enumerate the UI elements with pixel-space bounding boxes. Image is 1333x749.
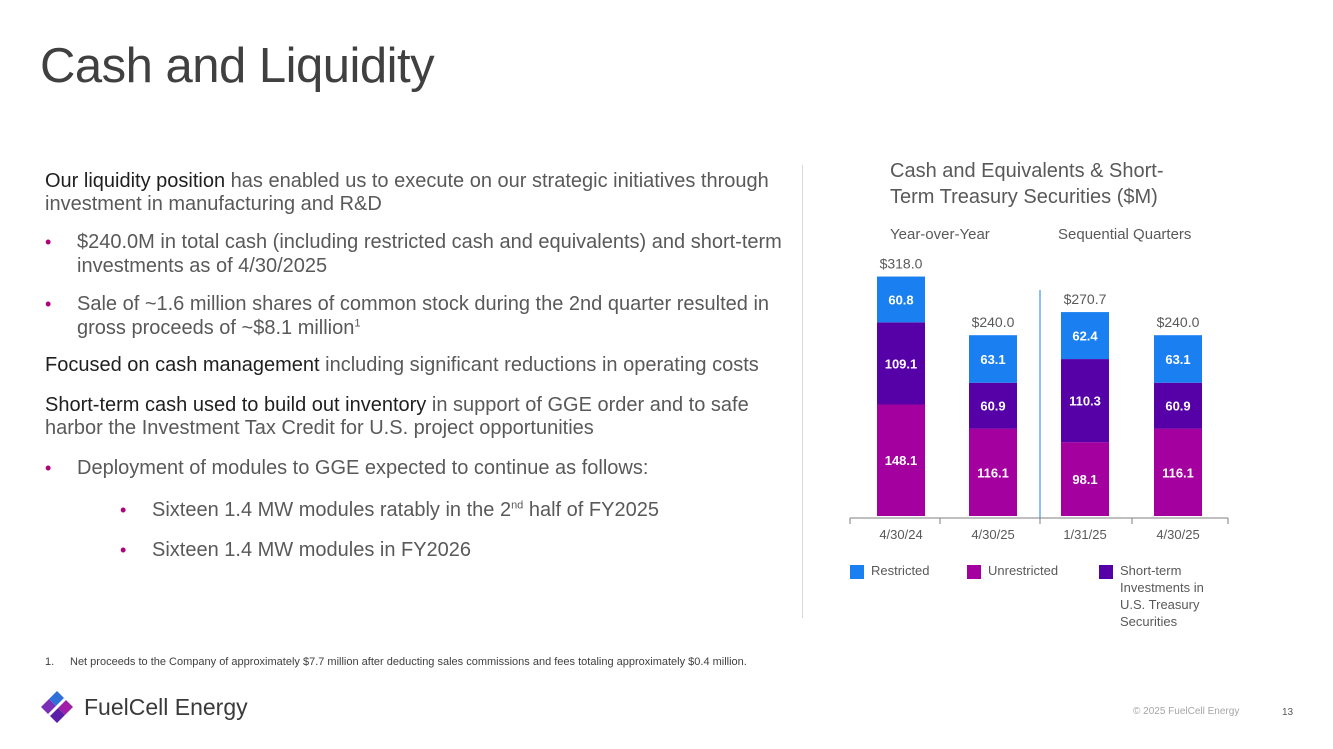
bar-value-label: 60.9 (980, 399, 1005, 414)
legend-label: Investments in (1120, 580, 1204, 595)
chart-title-line1: Cash and Equivalents & Short- (890, 160, 1164, 182)
bar-total-label: $318.0 (880, 256, 923, 272)
bullet-total-cash: $240.0M in total cash (including restric… (45, 230, 785, 278)
legend-swatch (967, 565, 981, 579)
x-tick-label: 4/30/24 (879, 527, 922, 542)
bar-value-label: 63.1 (980, 352, 1005, 367)
company-name: FuelCell Energy (84, 693, 248, 720)
footnote-text: Net proceeds to the Company of approxima… (70, 656, 747, 668)
bar-value-label: 60.9 (1165, 399, 1190, 414)
bar-value-label: 62.4 (1072, 329, 1098, 344)
sub-bullet-text: half of FY2025 (523, 499, 659, 521)
bar-segment (969, 382, 1017, 429)
bullet-stock-sale: Sale of ~1.6 million shares of common st… (45, 292, 785, 340)
bars-group: 148.1 109.1 60.8 $318.0 116.1 60.9 63.1 $240.0 9… (877, 256, 1202, 516)
footnote-number: 1. (45, 656, 55, 668)
x-tick-label: 4/30/25 (971, 527, 1014, 542)
bar-segment (1061, 359, 1109, 443)
content-column: Our liquidity position has enabled us to… (45, 170, 785, 576)
bar-value-label: 98.1 (1072, 472, 1097, 487)
legend-label: Restricted (871, 563, 930, 578)
chart-title-line2: Term Treasury Securities ($M) (890, 186, 1158, 208)
legend-label: U.S. Treasury (1120, 597, 1200, 612)
legend-label: Short-term (1120, 563, 1181, 578)
paragraph-text: including significant reductions in oper… (319, 354, 759, 376)
page-number: 13 (1282, 707, 1294, 718)
paragraph-inventory: Short-term cash used to build out invent… (45, 394, 785, 440)
cash-chart: Cash and Equivalents & Short- Term Treas… (849, 160, 1229, 629)
bar-segment (877, 404, 925, 516)
group-label-yoy: Year-over-Year (890, 226, 990, 243)
paragraph-liquidity: Our liquidity position has enabled us to… (45, 170, 785, 216)
sub-bullet-fy2026: Sixteen 1.4 MW modules in FY2026 (45, 538, 785, 562)
bar-segment (877, 322, 925, 405)
bar-total-label: $240.0 (972, 314, 1015, 330)
superscript: nd (511, 499, 524, 512)
bar-segment (1154, 335, 1202, 383)
footnote-ref: 1 (354, 317, 361, 330)
legend: Restricted Unrestricted Short-term Investme… (850, 563, 1204, 629)
copyright: © 2025 FuelCell Energy (1133, 706, 1240, 717)
fuelcell-logo-icon (41, 691, 73, 723)
paragraph-cash-management: Focused on cash management including sig… (45, 354, 785, 377)
group-label-sequential: Sequential Quarters (1058, 226, 1191, 243)
bar-value-label: 63.1 (1165, 352, 1190, 367)
vertical-divider (802, 165, 803, 618)
bar-value-label: 148.1 (885, 453, 918, 468)
bar-segment (969, 428, 1017, 516)
sub-bullet-text: Sixteen 1.4 MW modules ratably in the 2 (152, 499, 512, 521)
bar-segment (877, 276, 925, 323)
paragraph-lead: Short-term cash used to build out invent… (45, 394, 427, 416)
x-tick-label: 1/31/25 (1063, 527, 1106, 542)
paragraph-lead: Focused on cash management (45, 354, 320, 376)
bar-segment (1154, 382, 1202, 429)
paragraph-text: in support of GGE order and to safe harb… (45, 394, 749, 439)
bullet-deployment: Deployment of modules to GGE expected to… (45, 456, 785, 480)
bar-segment (1061, 312, 1109, 360)
paragraph-lead: Our liquidity position (45, 170, 226, 192)
legend-label: Unrestricted (988, 563, 1058, 578)
page-title: Cash and Liquidity (40, 39, 435, 93)
bar-segment (1154, 428, 1202, 516)
company-logo: FuelCell Energy (40, 690, 248, 724)
bar-value-label: 110.3 (1069, 394, 1101, 409)
x-tick-label: 4/30/25 (1156, 527, 1199, 542)
x-axis-labels: 4/30/24 4/30/25 1/31/25 4/30/25 (849, 518, 1229, 542)
bar-value-label: 60.8 (888, 292, 913, 307)
bar-total-label: $240.0 (1157, 314, 1200, 330)
footnote: 1. Net proceeds to the Company of approxi… (45, 656, 747, 668)
bar-value-label: 116.1 (1162, 465, 1194, 480)
bar-value-label: 109.1 (885, 356, 918, 371)
bar-total-label: $270.7 (1064, 291, 1107, 307)
bullet-text: Sale of ~1.6 million shares of common st… (77, 293, 770, 339)
bar-value-label: 116.1 (977, 465, 1009, 480)
sub-bullet-fy2025: Sixteen 1.4 MW modules ratably in the 2n… (45, 498, 785, 522)
bar-segment (1061, 442, 1109, 516)
legend-swatch (1099, 565, 1113, 579)
legend-swatch (850, 565, 864, 579)
legend-label: Securities (1120, 614, 1178, 629)
paragraph-text: has enabled us to execute on our strateg… (45, 170, 769, 215)
bar-segment (969, 335, 1017, 383)
